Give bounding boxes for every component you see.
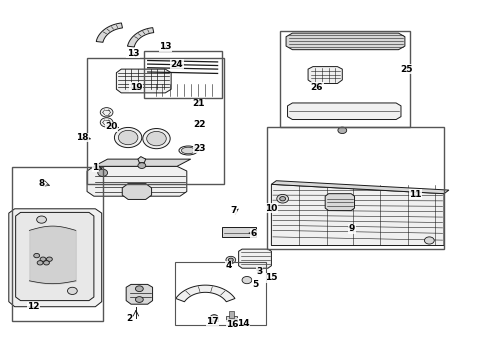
Text: 11: 11 <box>408 190 421 199</box>
Polygon shape <box>96 23 122 42</box>
Circle shape <box>100 118 113 127</box>
Polygon shape <box>287 103 400 120</box>
Bar <box>228 311 233 318</box>
Ellipse shape <box>179 146 197 155</box>
Text: 23: 23 <box>193 144 205 153</box>
Text: 8: 8 <box>39 179 44 188</box>
Circle shape <box>225 256 235 264</box>
Text: 24: 24 <box>170 60 183 69</box>
Polygon shape <box>9 209 102 307</box>
Text: 25: 25 <box>400 65 412 74</box>
Polygon shape <box>271 184 443 246</box>
Polygon shape <box>87 166 186 196</box>
Text: 15: 15 <box>264 274 277 282</box>
Text: 10: 10 <box>264 204 277 212</box>
Text: 1: 1 <box>92 163 98 172</box>
Circle shape <box>40 257 46 261</box>
Circle shape <box>98 169 107 176</box>
Text: 3: 3 <box>256 267 262 276</box>
Text: 14: 14 <box>237 319 249 328</box>
Circle shape <box>34 253 40 258</box>
Bar <box>12 167 102 321</box>
Bar <box>87 58 224 184</box>
Circle shape <box>43 261 49 265</box>
Circle shape <box>146 131 166 146</box>
Circle shape <box>67 287 77 294</box>
Text: 9: 9 <box>348 224 355 233</box>
Text: 16: 16 <box>225 320 238 329</box>
Polygon shape <box>116 69 171 93</box>
Circle shape <box>242 276 251 284</box>
Circle shape <box>118 130 138 145</box>
Text: 2: 2 <box>126 314 132 323</box>
Text: 13: 13 <box>159 42 171 51</box>
Circle shape <box>142 129 170 149</box>
Bar <box>222 227 255 237</box>
Text: 20: 20 <box>105 122 118 131</box>
Text: 13: 13 <box>126 49 139 58</box>
Circle shape <box>37 261 43 265</box>
Bar <box>225 316 236 321</box>
Polygon shape <box>238 249 271 268</box>
Circle shape <box>135 286 143 292</box>
Circle shape <box>337 127 346 134</box>
Circle shape <box>46 257 52 261</box>
Bar <box>144 51 222 98</box>
Circle shape <box>135 297 143 302</box>
Polygon shape <box>16 212 94 301</box>
Polygon shape <box>138 157 145 163</box>
Polygon shape <box>126 284 152 304</box>
Circle shape <box>37 216 46 223</box>
Polygon shape <box>307 67 342 84</box>
Polygon shape <box>94 159 190 166</box>
Polygon shape <box>271 181 448 194</box>
Text: 12: 12 <box>27 302 40 311</box>
Text: 19: 19 <box>129 83 142 91</box>
Polygon shape <box>285 33 404 50</box>
Polygon shape <box>175 285 235 302</box>
Polygon shape <box>127 28 153 47</box>
Circle shape <box>138 163 145 168</box>
Bar <box>175 262 265 325</box>
Ellipse shape <box>181 147 195 154</box>
Text: 26: 26 <box>310 83 323 91</box>
Text: 17: 17 <box>206 317 219 325</box>
Text: 4: 4 <box>225 261 232 270</box>
Text: 21: 21 <box>191 99 204 108</box>
Circle shape <box>210 315 218 320</box>
Circle shape <box>424 237 433 244</box>
Circle shape <box>276 194 288 203</box>
Text: 7: 7 <box>230 206 237 215</box>
Polygon shape <box>122 184 151 199</box>
Text: 22: 22 <box>193 120 205 129</box>
Circle shape <box>100 108 113 117</box>
Bar <box>209 317 218 321</box>
Text: 18: 18 <box>76 133 88 142</box>
Bar <box>266 127 443 249</box>
Polygon shape <box>325 194 354 211</box>
Circle shape <box>228 258 233 262</box>
Text: 6: 6 <box>250 230 256 239</box>
Text: 5: 5 <box>252 280 258 289</box>
Bar <box>279 31 409 127</box>
Circle shape <box>279 197 285 201</box>
Circle shape <box>114 127 142 148</box>
